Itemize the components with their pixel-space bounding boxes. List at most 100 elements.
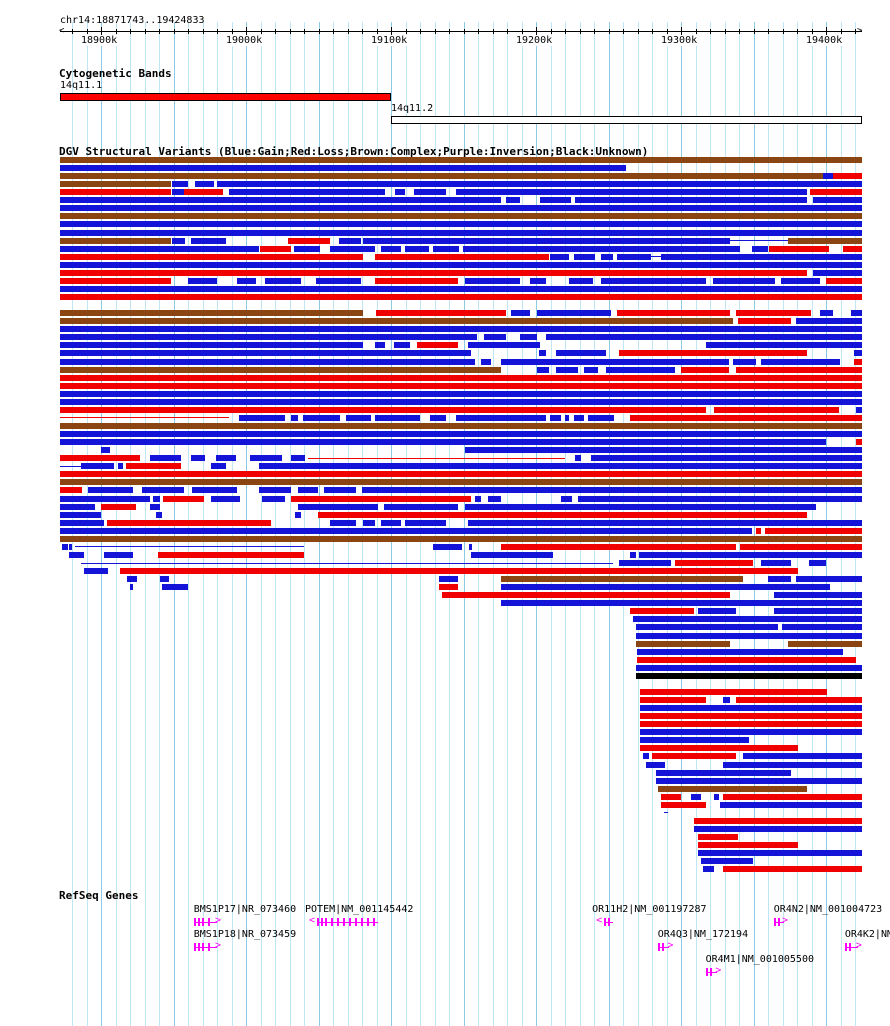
- sv-gain-bar[interactable]: [575, 455, 581, 462]
- sv-complex-bar[interactable]: [60, 213, 863, 220]
- sv-gain-bar[interactable]: [60, 431, 863, 438]
- sv-gain-bar[interactable]: [60, 165, 626, 172]
- sv-complex-bar[interactable]: [60, 318, 734, 325]
- sv-loss-bar[interactable]: [288, 237, 331, 244]
- sv-gain-bar[interactable]: [538, 350, 547, 357]
- sv-gain-bar[interactable]: [380, 245, 402, 252]
- sv-loss-bar[interactable]: [630, 414, 863, 421]
- sv-gain-bar[interactable]: [752, 245, 768, 252]
- sv-gain-bar[interactable]: [161, 584, 188, 591]
- sv-gain-bar[interactable]: [808, 560, 826, 566]
- sv-loss-bar[interactable]: [630, 608, 695, 615]
- sv-gain-bar[interactable]: [591, 455, 863, 462]
- sv-gain-bar[interactable]: [298, 487, 319, 494]
- sv-loss-bar[interactable]: [833, 173, 863, 180]
- sv-complex-bar[interactable]: [60, 157, 863, 163]
- sv-gain-bar[interactable]: [505, 197, 521, 204]
- sv-gain-bar[interactable]: [414, 189, 447, 196]
- sv-gain-bar[interactable]: [464, 277, 521, 284]
- sv-loss-bar[interactable]: [810, 189, 863, 196]
- sv-loss-bar[interactable]: [60, 487, 83, 494]
- sv-gain-bar[interactable]: [315, 277, 361, 284]
- sv-loss-bar[interactable]: [60, 269, 808, 276]
- sv-loss-bar[interactable]: [640, 745, 799, 752]
- sv-gain-bar[interactable]: [660, 253, 863, 260]
- sv-gain-bar[interactable]: [812, 197, 863, 204]
- sv-gain-bar[interactable]: [405, 519, 447, 526]
- sv-gain-bar[interactable]: [569, 277, 593, 284]
- sv-loss-bar[interactable]: [736, 310, 812, 317]
- sv-complex-bar[interactable]: [60, 237, 171, 244]
- sv-gain-bar[interactable]: [705, 342, 863, 349]
- sv-gain-bar[interactable]: [853, 350, 863, 357]
- sv-gain-bar[interactable]: [61, 543, 68, 550]
- sv-gain-bar[interactable]: [60, 245, 259, 252]
- sv-gain-bar[interactable]: [290, 414, 299, 421]
- sv-gain-bar[interactable]: [694, 825, 863, 832]
- sv-gain-bar[interactable]: [438, 576, 458, 583]
- sv-gain-bar[interactable]: [656, 769, 792, 776]
- sv-gain-bar[interactable]: [743, 753, 863, 760]
- sv-loss-bar[interactable]: [740, 543, 863, 550]
- sv-gain-bar[interactable]: [118, 463, 123, 470]
- sv-gain-bar[interactable]: [60, 527, 753, 534]
- gene-label[interactable]: OR4K2|NM: [844, 929, 890, 940]
- sv-gain-bar[interactable]: [464, 503, 816, 510]
- sv-gain-bar[interactable]: [537, 366, 550, 373]
- sv-loss-bar[interactable]: [163, 495, 204, 502]
- sv-gain-bar[interactable]: [187, 277, 217, 284]
- sv-gain-bar[interactable]: [464, 447, 863, 454]
- sv-gain-bar[interactable]: [605, 366, 676, 373]
- sv-gain-bar[interactable]: [702, 866, 715, 873]
- sv-gain-bar[interactable]: [540, 197, 571, 204]
- sv-loss-bar[interactable]: [694, 817, 863, 824]
- sv-gain-bar[interactable]: [228, 189, 386, 196]
- sv-gain-bar[interactable]: [172, 189, 184, 196]
- sv-gain-bar[interactable]: [767, 576, 792, 583]
- sv-gain-bar[interactable]: [546, 334, 863, 341]
- sv-gain-bar[interactable]: [330, 245, 376, 252]
- sv-gain-bar[interactable]: [80, 463, 115, 470]
- sv-gain-bar[interactable]: [290, 455, 306, 462]
- sv-loss-bar[interactable]: [736, 366, 863, 373]
- sv-loss-bar[interactable]: [660, 801, 706, 808]
- sv-loss-bar[interactable]: [675, 560, 754, 566]
- sv-gain-bar[interactable]: [129, 584, 133, 591]
- sv-gain-bar[interactable]: [712, 277, 776, 284]
- cytoband[interactable]: [390, 116, 862, 124]
- sv-loss-bar[interactable]: [375, 253, 550, 260]
- sv-gain-bar[interactable]: [469, 543, 473, 550]
- sv-gain-bar[interactable]: [812, 269, 863, 276]
- sv-gain-bar[interactable]: [60, 326, 863, 333]
- sv-loss-bar[interactable]: [60, 253, 364, 260]
- sv-complex-bar[interactable]: [60, 422, 863, 429]
- sv-gain-bar[interactable]: [405, 245, 429, 252]
- sv-gain-bar[interactable]: [636, 624, 779, 631]
- sv-gain-bar[interactable]: [520, 334, 538, 341]
- sv-gain-bar[interactable]: [560, 495, 573, 502]
- sv-loss-bar[interactable]: [318, 511, 808, 518]
- sv-loss-bar[interactable]: [290, 495, 471, 502]
- sv-loss-bar[interactable]: [106, 519, 271, 526]
- sv-gain-bar[interactable]: [160, 576, 170, 583]
- sv-gain-bar[interactable]: [501, 600, 863, 607]
- sv-gain-bar[interactable]: [773, 592, 863, 599]
- sv-gain-bar[interactable]: [259, 463, 863, 470]
- sv-gain-bar[interactable]: [701, 858, 754, 865]
- sv-gain-bar[interactable]: [550, 253, 570, 260]
- sv-gain-bar[interactable]: [192, 487, 238, 494]
- sv-gain-bar[interactable]: [338, 237, 361, 244]
- sv-complex-bar[interactable]: [788, 237, 863, 244]
- sv-gain-bar[interactable]: [636, 632, 863, 639]
- sv-gain-bar[interactable]: [172, 181, 188, 188]
- sv-loss-bar[interactable]: [60, 471, 863, 478]
- sv-gain-bar[interactable]: [733, 358, 757, 365]
- sv-gain-bar[interactable]: [820, 310, 834, 317]
- sv-gain-bar[interactable]: [646, 761, 666, 768]
- sv-gain-bar[interactable]: [714, 793, 719, 800]
- sv-loss-bar[interactable]: [660, 793, 681, 800]
- sv-loss-bar[interactable]: [723, 793, 863, 800]
- sv-gain-bar[interactable]: [293, 245, 320, 252]
- sv-loss-bar[interactable]: [640, 697, 706, 704]
- sv-gain-bar[interactable]: [578, 495, 863, 502]
